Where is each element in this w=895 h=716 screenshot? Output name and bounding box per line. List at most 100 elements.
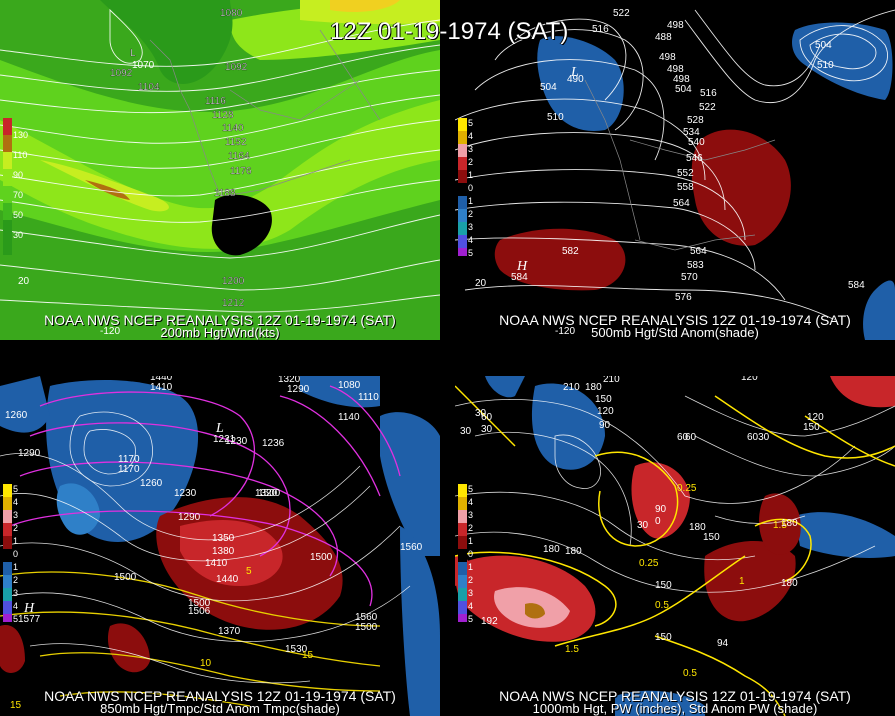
contour-label: 180 [565, 546, 582, 557]
contour-label: 1188 [214, 188, 236, 199]
contour-label: 528 [687, 115, 704, 126]
map-500mb: H 584 L 490 583 584 516 522 498 504 510 … [455, 0, 895, 340]
panel-subcaption: 1000mb Hgt, PW (inches), Std Anom PW (sh… [532, 701, 818, 716]
contour-label: 1176 [230, 166, 252, 177]
legend-label: 4 [468, 601, 473, 611]
contour-label: 582 [562, 246, 579, 257]
high2-value: 583 [687, 260, 704, 271]
contour-label: 510 [817, 60, 834, 71]
high2-value: 1506 [188, 606, 211, 617]
contour-label: 498 [667, 20, 684, 31]
contour-label: 1290 [287, 384, 310, 395]
contour-label: 120 [741, 376, 758, 383]
legend-label: 3 [468, 144, 473, 154]
legend-label: 70 [13, 190, 23, 200]
contour-label: 1380 [212, 546, 235, 557]
legend-label: 0 [13, 549, 18, 559]
contour-label: 90 [655, 504, 667, 515]
contour-label: 1092 [225, 62, 248, 73]
contour-label: 1500 [114, 572, 137, 583]
contour-label: 1152 [225, 137, 247, 148]
contour-label: 522 [613, 8, 630, 19]
contour-labels-500mb: 516 522 498 504 510 516 522 528 534 540 … [540, 8, 834, 303]
legend-label: 4 [468, 131, 473, 141]
contour-label: 1230 [225, 436, 248, 447]
contour-label: 1140 [338, 412, 360, 423]
legend-label: 30 [13, 230, 23, 240]
low-label: L [130, 48, 136, 59]
contour-label: 504 [675, 84, 692, 95]
panel-1000mb-pw: 192 94 210 180 150 120 90 60 30 180 210 … [455, 376, 895, 716]
contour-label: 1230 [174, 488, 197, 499]
contour-label: 5 [246, 566, 252, 577]
legend-label: 5 [13, 484, 18, 494]
contour-label: 30 [475, 408, 487, 419]
contour-label: 1200 [222, 276, 245, 287]
legend-label: 1 [468, 562, 473, 572]
contour-label: 0.25 [677, 483, 697, 494]
contour-label: 150 [655, 580, 672, 591]
low-value: 94 [717, 638, 729, 649]
legend-label: 2 [13, 575, 18, 585]
contour-label: 1 [739, 576, 745, 587]
contour-label: 540 [688, 137, 705, 148]
panel-200mb-wind: L 1070 1080 1092 1092 1104 1116 1128 114… [0, 0, 440, 340]
contour-label: 180 [781, 578, 798, 589]
contour-label: 1170 [118, 454, 140, 465]
legend-label: 0 [468, 183, 473, 193]
legend-850mb: 5 4 3 2 1 0 1 2 3 4 5 [3, 484, 18, 624]
contour-label: 1530 [285, 644, 308, 655]
contour-label: 1260 [5, 410, 28, 421]
contour-label: 522 [699, 102, 716, 113]
high-value: 192 [481, 616, 498, 627]
panel-subcaption: 500mb Hgt/Std Anom(shade) [591, 325, 759, 340]
panel-caption: NOAA NWS NCEP REANALYSIS 12Z 01-19-1974 … [499, 688, 851, 704]
contour-label: 60 [677, 432, 689, 443]
high3-value: 584 [848, 280, 865, 291]
legend-label: 90 [13, 170, 23, 180]
contour-label: 6030 [747, 432, 770, 443]
contour-label: 0.25 [639, 558, 659, 569]
lon-label: 20 [475, 278, 487, 289]
contour-label: 1560 [400, 542, 423, 553]
legend-label: 1 [468, 196, 473, 206]
contour-label: 564 [673, 198, 690, 209]
contour-label: 30 [460, 426, 472, 437]
contour-label: 1320 [278, 376, 301, 385]
legend-label: 5 [468, 614, 473, 624]
legend-label: 4 [13, 497, 18, 507]
contour-label: 210 [603, 376, 620, 385]
contour-label: 1092 [110, 68, 133, 79]
panel-caption: NOAA NWS NCEP REANALYSIS 12Z 01-19-1974 … [499, 312, 851, 328]
low-label: L [215, 421, 224, 436]
contour-label: 150 [595, 394, 612, 405]
legend-label: 3 [13, 588, 18, 598]
legend-label: 4 [13, 601, 18, 611]
contour-labels-200mb: 1080 1092 1092 1104 1116 1128 1140 1152 … [110, 8, 252, 309]
contour-label: 150 [803, 422, 820, 433]
legend-label: 1 [468, 170, 473, 180]
contour-label: 1140 [222, 123, 244, 134]
contour-label: 1410 [150, 382, 173, 393]
panel-caption: NOAA NWS NCEP REANALYSIS 12Z 01-19-1974 … [44, 312, 396, 328]
contour-label: 150 [655, 632, 672, 643]
panel-subcaption: 850mb Hgt/Tmpc/Std Anom Tmpc(shade) [100, 701, 340, 716]
contour-label: 15 [10, 700, 22, 711]
legend-label: 2 [468, 575, 473, 585]
contour-label: 1370 [218, 626, 241, 637]
high-value: 584 [511, 272, 528, 283]
panel-subcaption: 200mb Hgt/Wnd(kts) [160, 325, 280, 340]
high-label: H [23, 601, 35, 616]
legend-label: 5 [468, 118, 473, 128]
legend-label: 1 [13, 562, 18, 572]
legend-label: 3 [468, 588, 473, 598]
legend-label: 2 [13, 523, 18, 533]
legend-label: 3 [468, 510, 473, 520]
legend-label: 2 [468, 157, 473, 167]
contour-label: 0.5 [683, 668, 697, 679]
map-850mb: H 1577 1506 L 1221 1236 1440 1410 1260 1… [0, 376, 440, 716]
legend-label: 1 [13, 536, 18, 546]
contour-label: 558 [677, 182, 694, 193]
contour-label: 180 [543, 544, 560, 555]
contour-label: 1410 [205, 558, 228, 569]
